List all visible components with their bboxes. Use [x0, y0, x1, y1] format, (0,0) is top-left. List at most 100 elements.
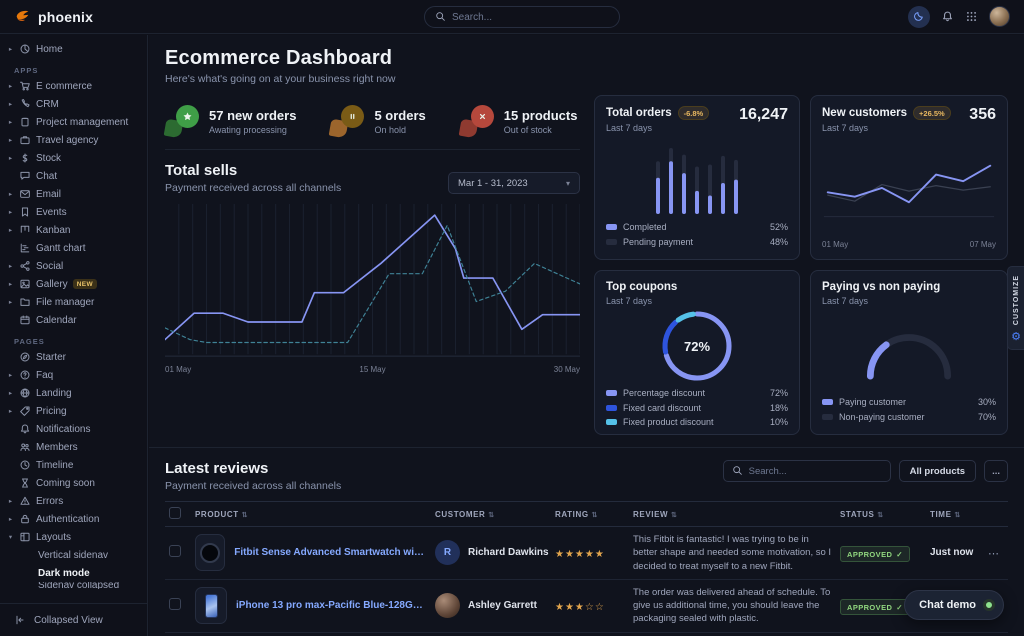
check-icon: ✓	[896, 602, 903, 612]
bookmark-icon	[21, 207, 29, 217]
sidebar-subitem-dark-mode[interactable]: Dark mode	[0, 564, 147, 582]
column-header-rating[interactable]: RATING ⇅	[551, 501, 629, 527]
sidebar-item-faq[interactable]: ▸ Faq	[0, 366, 147, 384]
column-header-status[interactable]: STATUS ⇅	[836, 501, 926, 527]
customize-panel-tab[interactable]: CUSTOMIZE ⚙	[1007, 266, 1024, 351]
date-range-select[interactable]: Mar 1 - 31, 2023 ▾	[448, 172, 580, 194]
sidebar-item-label: Members	[36, 441, 78, 453]
chat-online-dot	[983, 599, 995, 611]
reviews-table: PRODUCT ⇅ CUSTOMER ⇅ RATING ⇅ REVIEW ⇅ STATU…	[165, 501, 1008, 636]
sidebar-item-home[interactable]: ▸ Home	[0, 40, 147, 58]
legend-value: 52%	[769, 222, 788, 233]
sidebar-item-file-manager[interactable]: ▸ File manager	[0, 293, 147, 311]
paying-legend: Paying customer 30% Non-paying customer 70%	[822, 395, 996, 424]
reviews-search[interactable]	[722, 460, 891, 482]
axis-tick: 30 May	[553, 365, 580, 374]
select-all-checkbox-cell[interactable]	[165, 501, 191, 527]
navbar-search[interactable]	[424, 6, 620, 28]
sidebar-item-label: Home	[36, 43, 63, 55]
product-link[interactable]: iPhone 13 pro max-Pacific Blue-128GB sto…	[236, 600, 427, 612]
sidebar-item-travel-agency[interactable]: ▸ Travel agency	[0, 131, 147, 149]
sidebar-item-events[interactable]: ▸ Events	[0, 203, 147, 221]
collapse-sidebar-button[interactable]: Collapsed View	[0, 603, 147, 636]
sidebar-subitem-sidenav-collapsed[interactable]: Sidenav collapsed	[0, 582, 147, 589]
sidebar-item-gallery[interactable]: ▸ Gallery NEW	[0, 275, 147, 293]
sidebar-item-members[interactable]: Members	[0, 438, 147, 456]
sidebar-item-starter[interactable]: Starter	[0, 348, 147, 366]
legend-value: 30%	[977, 397, 996, 408]
sidebar-item-label: Pricing	[36, 405, 67, 417]
brand-logo[interactable]: phoenix	[14, 9, 93, 25]
stat-5-orders: 5 orders On hold	[329, 105, 426, 139]
sidebar-item-label: Kanban	[36, 224, 71, 236]
notifications-button[interactable]	[941, 8, 954, 26]
sidebar-item-crm[interactable]: ▸ CRM	[0, 95, 147, 113]
row-checkbox[interactable]	[169, 597, 181, 610]
caret-right-icon: ▸	[8, 263, 13, 270]
table-row: Apple MacBook Pro 13 inch-M1-8/256GB-spa…	[165, 632, 1008, 636]
search-icon	[435, 8, 446, 26]
sidebar-subitem-label: Sidenav collapsed	[38, 582, 120, 589]
sidebar-subitem-vertical-sidenav[interactable]: Vertical sidenav	[0, 546, 147, 564]
donut-center-label: 72%	[683, 338, 711, 354]
sidebar-item-chat[interactable]: Chat	[0, 167, 147, 185]
review-time: Just now	[926, 632, 984, 636]
sidebar-item-errors[interactable]: ▸ Errors	[0, 492, 147, 510]
navbar-search-input[interactable]	[452, 11, 609, 23]
theme-toggle-button[interactable]	[908, 5, 930, 28]
sidebar-item-label: Notifications	[36, 423, 91, 435]
apps-grid-button[interactable]	[965, 8, 978, 26]
stat-sublabel: Awating processing	[209, 124, 287, 135]
date-range-value: Mar 1 - 31, 2023	[458, 177, 528, 189]
customer-name: Richard Dawkins	[468, 547, 549, 559]
reviews-search-input[interactable]	[748, 465, 882, 477]
sidebar-item-coming-soon[interactable]: Coming soon	[0, 474, 147, 492]
product-thumbnail[interactable]	[195, 587, 227, 625]
row-actions-button[interactable]: ⋯	[988, 547, 999, 560]
clock-icon	[20, 460, 30, 470]
stats-row: 57 new orders Awating processing 5 orders O…	[163, 105, 580, 139]
axis-tick: 15 May	[359, 365, 386, 374]
sidebar-item-layouts[interactable]: ▾ Layouts	[0, 528, 147, 546]
dollar-icon	[22, 153, 28, 163]
sidebar-item-notifications[interactable]: Notifications	[0, 420, 147, 438]
column-header-product[interactable]: PRODUCT ⇅	[191, 501, 431, 527]
select-all-checkbox[interactable]	[169, 507, 181, 519]
stat-icon	[458, 105, 494, 139]
sidebar-item-landing[interactable]: ▸ Landing	[0, 384, 147, 402]
column-header-customer[interactable]: CUSTOMER ⇅	[431, 501, 551, 527]
sidebar-item-calendar[interactable]: Calendar	[0, 311, 147, 329]
sidebar-item-social[interactable]: ▸ Social	[0, 257, 147, 275]
reviews-more-button[interactable]: ...	[984, 460, 1008, 482]
product-thumbnail[interactable]	[195, 534, 226, 572]
card-title: Total orders	[606, 107, 672, 119]
total-sells-subtitle: Payment received across all channels	[165, 182, 342, 194]
brand-name: phoenix	[38, 8, 94, 25]
sidebar-item-project-management[interactable]: ▸ Project management	[0, 113, 147, 131]
sidebar-item-label: Gallery	[36, 278, 68, 290]
chat-demo-button[interactable]: Chat demo	[904, 590, 1004, 620]
rating-stars: ★★★★★	[555, 548, 605, 560]
status-badge: APPROVED ✓	[840, 599, 910, 616]
sidebar-item-authentication[interactable]: ▸ Authentication	[0, 510, 147, 528]
axis-tick: 01 May	[822, 240, 849, 249]
card-title: Top coupons	[606, 281, 678, 293]
sidebar-item-pricing[interactable]: ▸ Pricing	[0, 402, 147, 420]
product-link[interactable]: Fitbit Sense Advanced Smartwatch with To…	[234, 547, 427, 559]
sidebar-item-e-commerce[interactable]: ▸ E commerce	[0, 77, 147, 95]
legend-row: Pending payment 48%	[606, 235, 788, 250]
caret-right-icon: ▸	[8, 281, 13, 288]
sidebar-item-kanban[interactable]: ▸ Kanban	[0, 221, 147, 239]
column-header-review[interactable]: REVIEW ⇅	[629, 501, 836, 527]
sidebar-item-timeline[interactable]: Timeline	[0, 456, 147, 474]
sidebar-item-email[interactable]: ▸ Email	[0, 185, 147, 203]
legend-row: Paying customer 30%	[822, 395, 996, 410]
sidebar-item-gantt-chart[interactable]: Gantt chart	[0, 239, 147, 257]
all-products-filter-button[interactable]: All products	[898, 460, 977, 482]
column-header-time[interactable]: TIME ⇅	[926, 501, 984, 527]
sidebar-item-stock[interactable]: ▸ Stock	[0, 149, 147, 167]
search-icon	[732, 466, 742, 476]
paying-card: Paying vs non paying Last 7 days Paying …	[810, 270, 1008, 435]
user-avatar[interactable]	[989, 6, 1010, 27]
row-checkbox[interactable]	[169, 544, 181, 557]
